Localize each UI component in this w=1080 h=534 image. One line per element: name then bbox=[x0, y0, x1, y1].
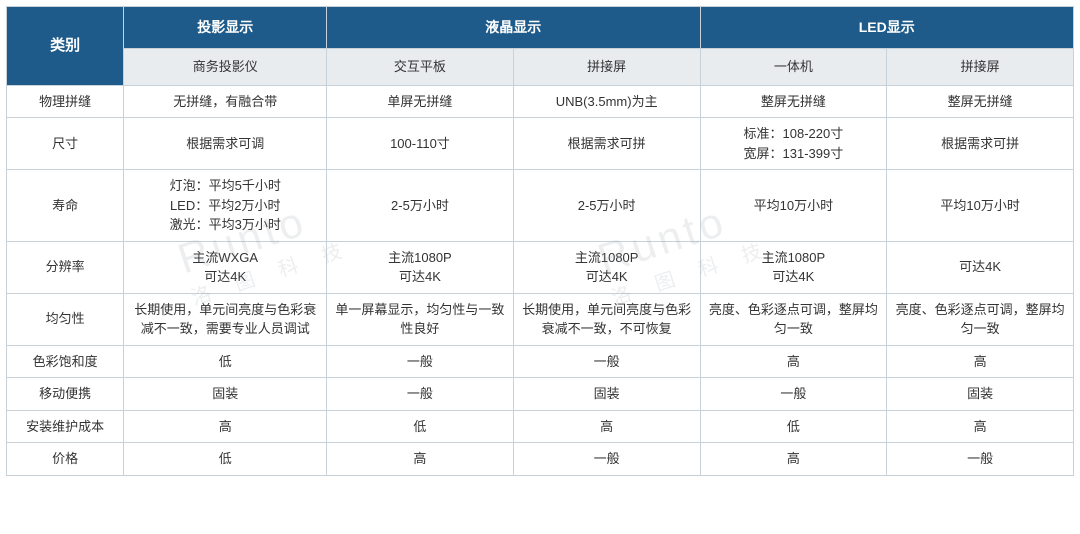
cell: 单屏无拼缝 bbox=[327, 85, 514, 118]
cell: 100-110寸 bbox=[327, 118, 514, 170]
cell: 高 bbox=[887, 410, 1074, 443]
row-label: 物理拼缝 bbox=[7, 85, 124, 118]
cell: 根据需求可拼 bbox=[513, 118, 700, 170]
table-row: 尺寸根据需求可调100-110寸根据需求可拼标准：108-220寸宽屏：131-… bbox=[7, 118, 1074, 170]
row-label: 均匀性 bbox=[7, 293, 124, 345]
cell: 单一屏幕显示，均匀性与一致性良好 bbox=[327, 293, 514, 345]
cell: 根据需求可调 bbox=[124, 118, 327, 170]
group-header-projection: 投影显示 bbox=[124, 7, 327, 49]
cell: 灯泡：平均5千小时LED：平均2万小时激光：平均3万小时 bbox=[124, 170, 327, 242]
cell: 主流1080P可达4K bbox=[327, 241, 514, 293]
cell: 主流1080P可达4K bbox=[700, 241, 887, 293]
cell: 平均10万小时 bbox=[700, 170, 887, 242]
table-row: 物理拼缝无拼缝，有融合带单屏无拼缝UNB(3.5mm)为主整屏无拼缝整屏无拼缝 bbox=[7, 85, 1074, 118]
table-row: 移动便携固装一般固装一般固装 bbox=[7, 378, 1074, 411]
cell: 无拼缝，有融合带 bbox=[124, 85, 327, 118]
table-row: 分辨率主流WXGA可达4K主流1080P可达4K主流1080P可达4K主流108… bbox=[7, 241, 1074, 293]
cell: 长期使用，单元间亮度与色彩衰减不一致，不可恢复 bbox=[513, 293, 700, 345]
cell: 亮度、色彩逐点可调，整屏均匀一致 bbox=[700, 293, 887, 345]
category-header: 类别 bbox=[7, 7, 124, 86]
table-row: 均匀性长期使用，单元间亮度与色彩衰减不一致，需要专业人员调试单一屏幕显示，均匀性… bbox=[7, 293, 1074, 345]
subheader: 一体机 bbox=[700, 49, 887, 86]
cell: 固装 bbox=[887, 378, 1074, 411]
subheader: 拼接屏 bbox=[513, 49, 700, 86]
cell: 固装 bbox=[124, 378, 327, 411]
cell: 2-5万小时 bbox=[513, 170, 700, 242]
cell: 一般 bbox=[327, 378, 514, 411]
cell: 标准：108-220寸宽屏：131-399寸 bbox=[700, 118, 887, 170]
cell: 一般 bbox=[887, 443, 1074, 476]
cell: 高 bbox=[124, 410, 327, 443]
comparison-table: 类别 投影显示 液晶显示 LED显示 商务投影仪 交互平板 拼接屏 一体机 拼接… bbox=[6, 6, 1074, 476]
cell: 低 bbox=[327, 410, 514, 443]
cell: 高 bbox=[700, 345, 887, 378]
cell: 低 bbox=[124, 345, 327, 378]
row-label: 尺寸 bbox=[7, 118, 124, 170]
cell: 一般 bbox=[513, 345, 700, 378]
cell: 一般 bbox=[513, 443, 700, 476]
cell: 平均10万小时 bbox=[887, 170, 1074, 242]
table-row: 价格低高一般高一般 bbox=[7, 443, 1074, 476]
cell: 一般 bbox=[327, 345, 514, 378]
row-label: 安装维护成本 bbox=[7, 410, 124, 443]
cell: 主流WXGA可达4K bbox=[124, 241, 327, 293]
group-header-led: LED显示 bbox=[700, 7, 1073, 49]
cell: 亮度、色彩逐点可调，整屏均匀一致 bbox=[887, 293, 1074, 345]
subheader: 商务投影仪 bbox=[124, 49, 327, 86]
table-row: 寿命灯泡：平均5千小时LED：平均2万小时激光：平均3万小时2-5万小时2-5万… bbox=[7, 170, 1074, 242]
row-label: 色彩饱和度 bbox=[7, 345, 124, 378]
table-row: 安装维护成本高低高低高 bbox=[7, 410, 1074, 443]
cell: 2-5万小时 bbox=[327, 170, 514, 242]
cell: 可达4K bbox=[887, 241, 1074, 293]
subheader: 交互平板 bbox=[327, 49, 514, 86]
cell: 整屏无拼缝 bbox=[700, 85, 887, 118]
cell: UNB(3.5mm)为主 bbox=[513, 85, 700, 118]
cell: 根据需求可拼 bbox=[887, 118, 1074, 170]
subheader: 拼接屏 bbox=[887, 49, 1074, 86]
row-label: 寿命 bbox=[7, 170, 124, 242]
cell: 整屏无拼缝 bbox=[887, 85, 1074, 118]
table-row: 色彩饱和度低一般一般高高 bbox=[7, 345, 1074, 378]
row-label: 分辨率 bbox=[7, 241, 124, 293]
cell: 长期使用，单元间亮度与色彩衰减不一致，需要专业人员调试 bbox=[124, 293, 327, 345]
row-label: 移动便携 bbox=[7, 378, 124, 411]
cell: 高 bbox=[513, 410, 700, 443]
row-label: 价格 bbox=[7, 443, 124, 476]
cell: 高 bbox=[327, 443, 514, 476]
cell: 低 bbox=[124, 443, 327, 476]
group-header-lcd: 液晶显示 bbox=[327, 7, 700, 49]
cell: 高 bbox=[700, 443, 887, 476]
cell: 一般 bbox=[700, 378, 887, 411]
cell: 低 bbox=[700, 410, 887, 443]
cell: 固装 bbox=[513, 378, 700, 411]
cell: 主流1080P可达4K bbox=[513, 241, 700, 293]
cell: 高 bbox=[887, 345, 1074, 378]
